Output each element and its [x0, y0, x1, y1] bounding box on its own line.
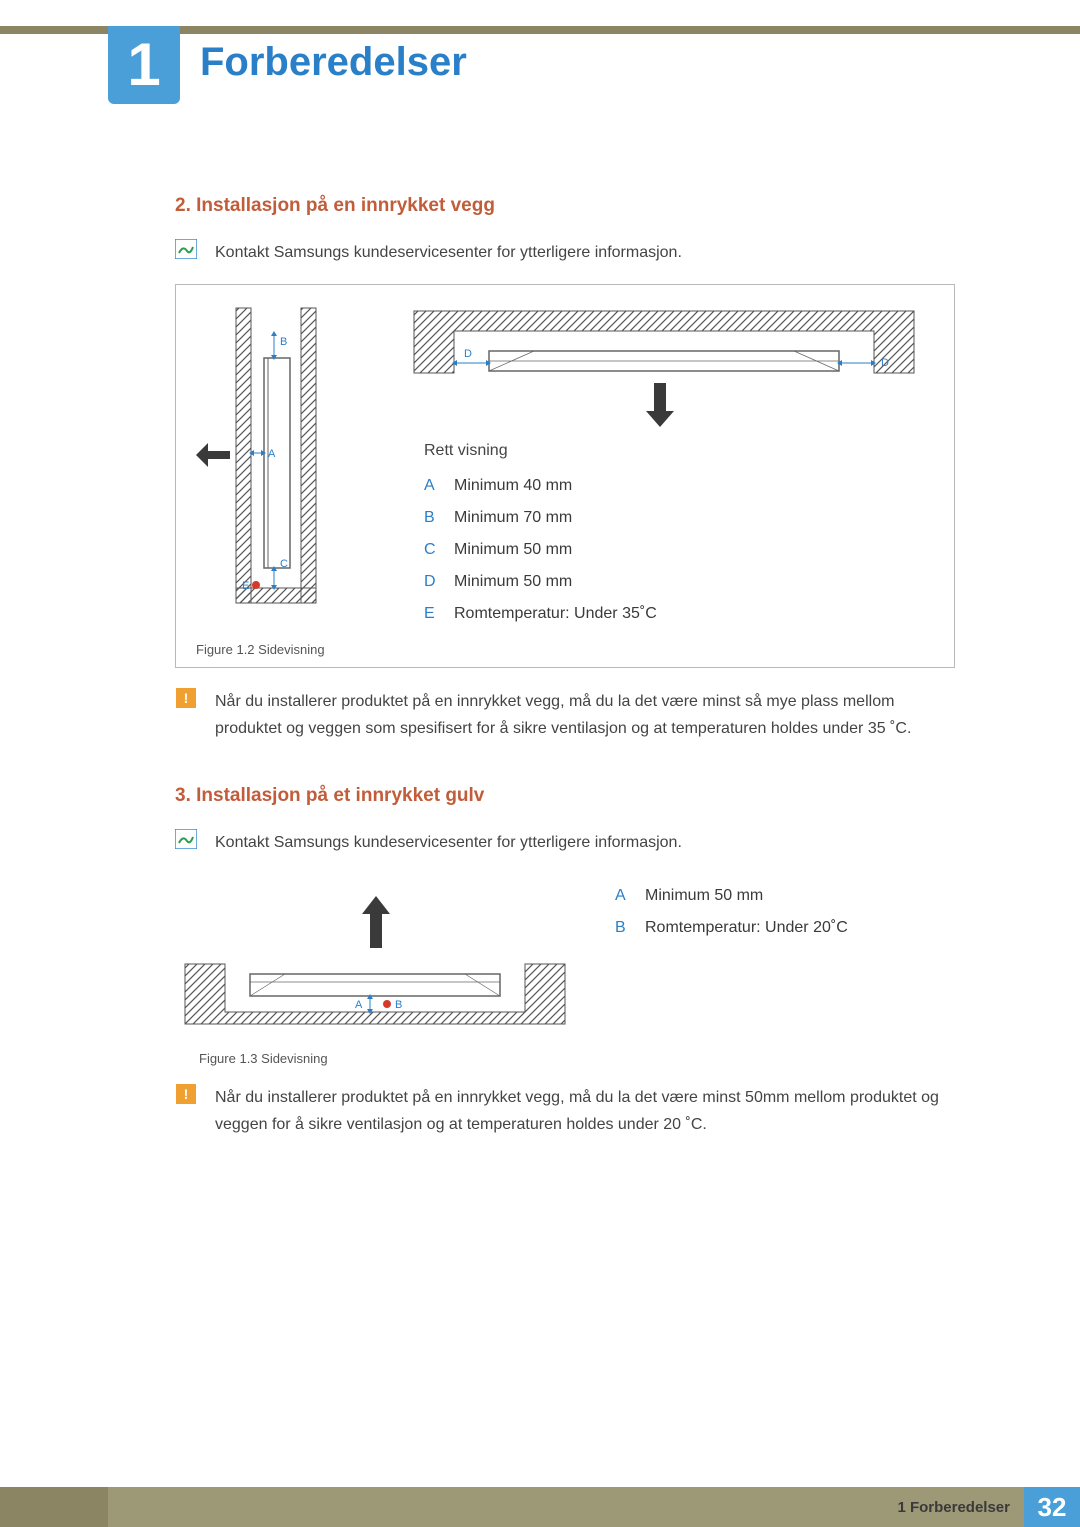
chapter-title: Forberedelser — [200, 40, 467, 85]
list-item: CMinimum 50 mm — [424, 534, 934, 566]
section3-info-note: Kontakt Samsungs kundeservicesenter for … — [175, 829, 955, 856]
section2-dimension-list: AMinimum 40 mm BMinimum 70 mm CMinimum 5… — [424, 470, 934, 630]
footer-breadcrumb: 1 Forberedelser — [897, 1499, 1024, 1516]
list-item: BMinimum 70 mm — [424, 502, 934, 534]
page-number: 32 — [1024, 1487, 1080, 1527]
section3-heading: 3. Installasjon på et innrykket gulv — [175, 785, 955, 807]
list-item: BRomtemperatur: Under 20˚C — [615, 912, 848, 944]
footer-gutter — [0, 1487, 108, 1527]
list-item: AMinimum 50 mm — [615, 880, 848, 912]
section2-top-diagram: D D — [394, 303, 934, 433]
label-D-left: D — [464, 348, 472, 360]
list-item: ERomtemperatur: Under 35˚C — [424, 598, 934, 630]
section3-warning-text: Når du installerer produktet på en innry… — [215, 1084, 955, 1138]
svg-text:!: ! — [184, 690, 189, 706]
section2-diagram-box: B A C E — [175, 284, 955, 668]
section2-warning-note: ! Når du installerer produktet på en inn… — [175, 688, 955, 742]
info-icon — [175, 239, 197, 259]
rett-visning-label: Rett visning — [424, 442, 934, 460]
footer-bar: 1 Forberedelser 32 — [0, 1487, 1080, 1527]
label-C: C — [280, 558, 288, 570]
list-item: AMinimum 40 mm — [424, 470, 934, 502]
info-icon — [175, 829, 197, 849]
section2-info-text: Kontakt Samsungs kundeservicesenter for … — [215, 239, 682, 266]
label-B: B — [280, 336, 287, 348]
section2-side-diagram: B A C E — [196, 303, 364, 613]
section2-heading: 2. Installasjon på en innrykket vegg — [175, 195, 955, 217]
label-A: A — [355, 999, 363, 1011]
section3-info-text: Kontakt Samsungs kundeservicesenter for … — [215, 829, 682, 856]
section3-warning-note: ! Når du installerer produktet på en inn… — [175, 1084, 955, 1138]
arrow-left-icon — [196, 443, 230, 467]
label-B: B — [395, 999, 402, 1011]
warning-icon: ! — [175, 1084, 197, 1104]
section2-info-note: Kontakt Samsungs kundeservicesenter for … — [175, 239, 955, 266]
svg-text:!: ! — [184, 1086, 189, 1102]
section3-floor-diagram: A B — [175, 874, 575, 1034]
label-A: A — [268, 448, 276, 460]
figure-1-3-caption: Figure 1.3 Sidevisning — [199, 1051, 575, 1066]
warning-icon: ! — [175, 688, 197, 708]
label-D-right: D — [881, 357, 889, 369]
page-content: 2. Installasjon på en innrykket vegg Kon… — [175, 195, 955, 1156]
section3-dimension-list: AMinimum 50 mm BRomtemperatur: Under 20˚… — [615, 880, 848, 944]
chapter-number-tab: 1 — [108, 26, 180, 104]
section2-warning-text: Når du installerer produktet på en innry… — [215, 688, 955, 742]
figure-1-2-caption: Figure 1.2 Sidevisning — [196, 642, 934, 657]
arrow-up-icon — [362, 896, 390, 948]
label-E: E — [242, 580, 249, 592]
list-item: DMinimum 50 mm — [424, 566, 934, 598]
arrow-down-icon — [646, 383, 674, 427]
